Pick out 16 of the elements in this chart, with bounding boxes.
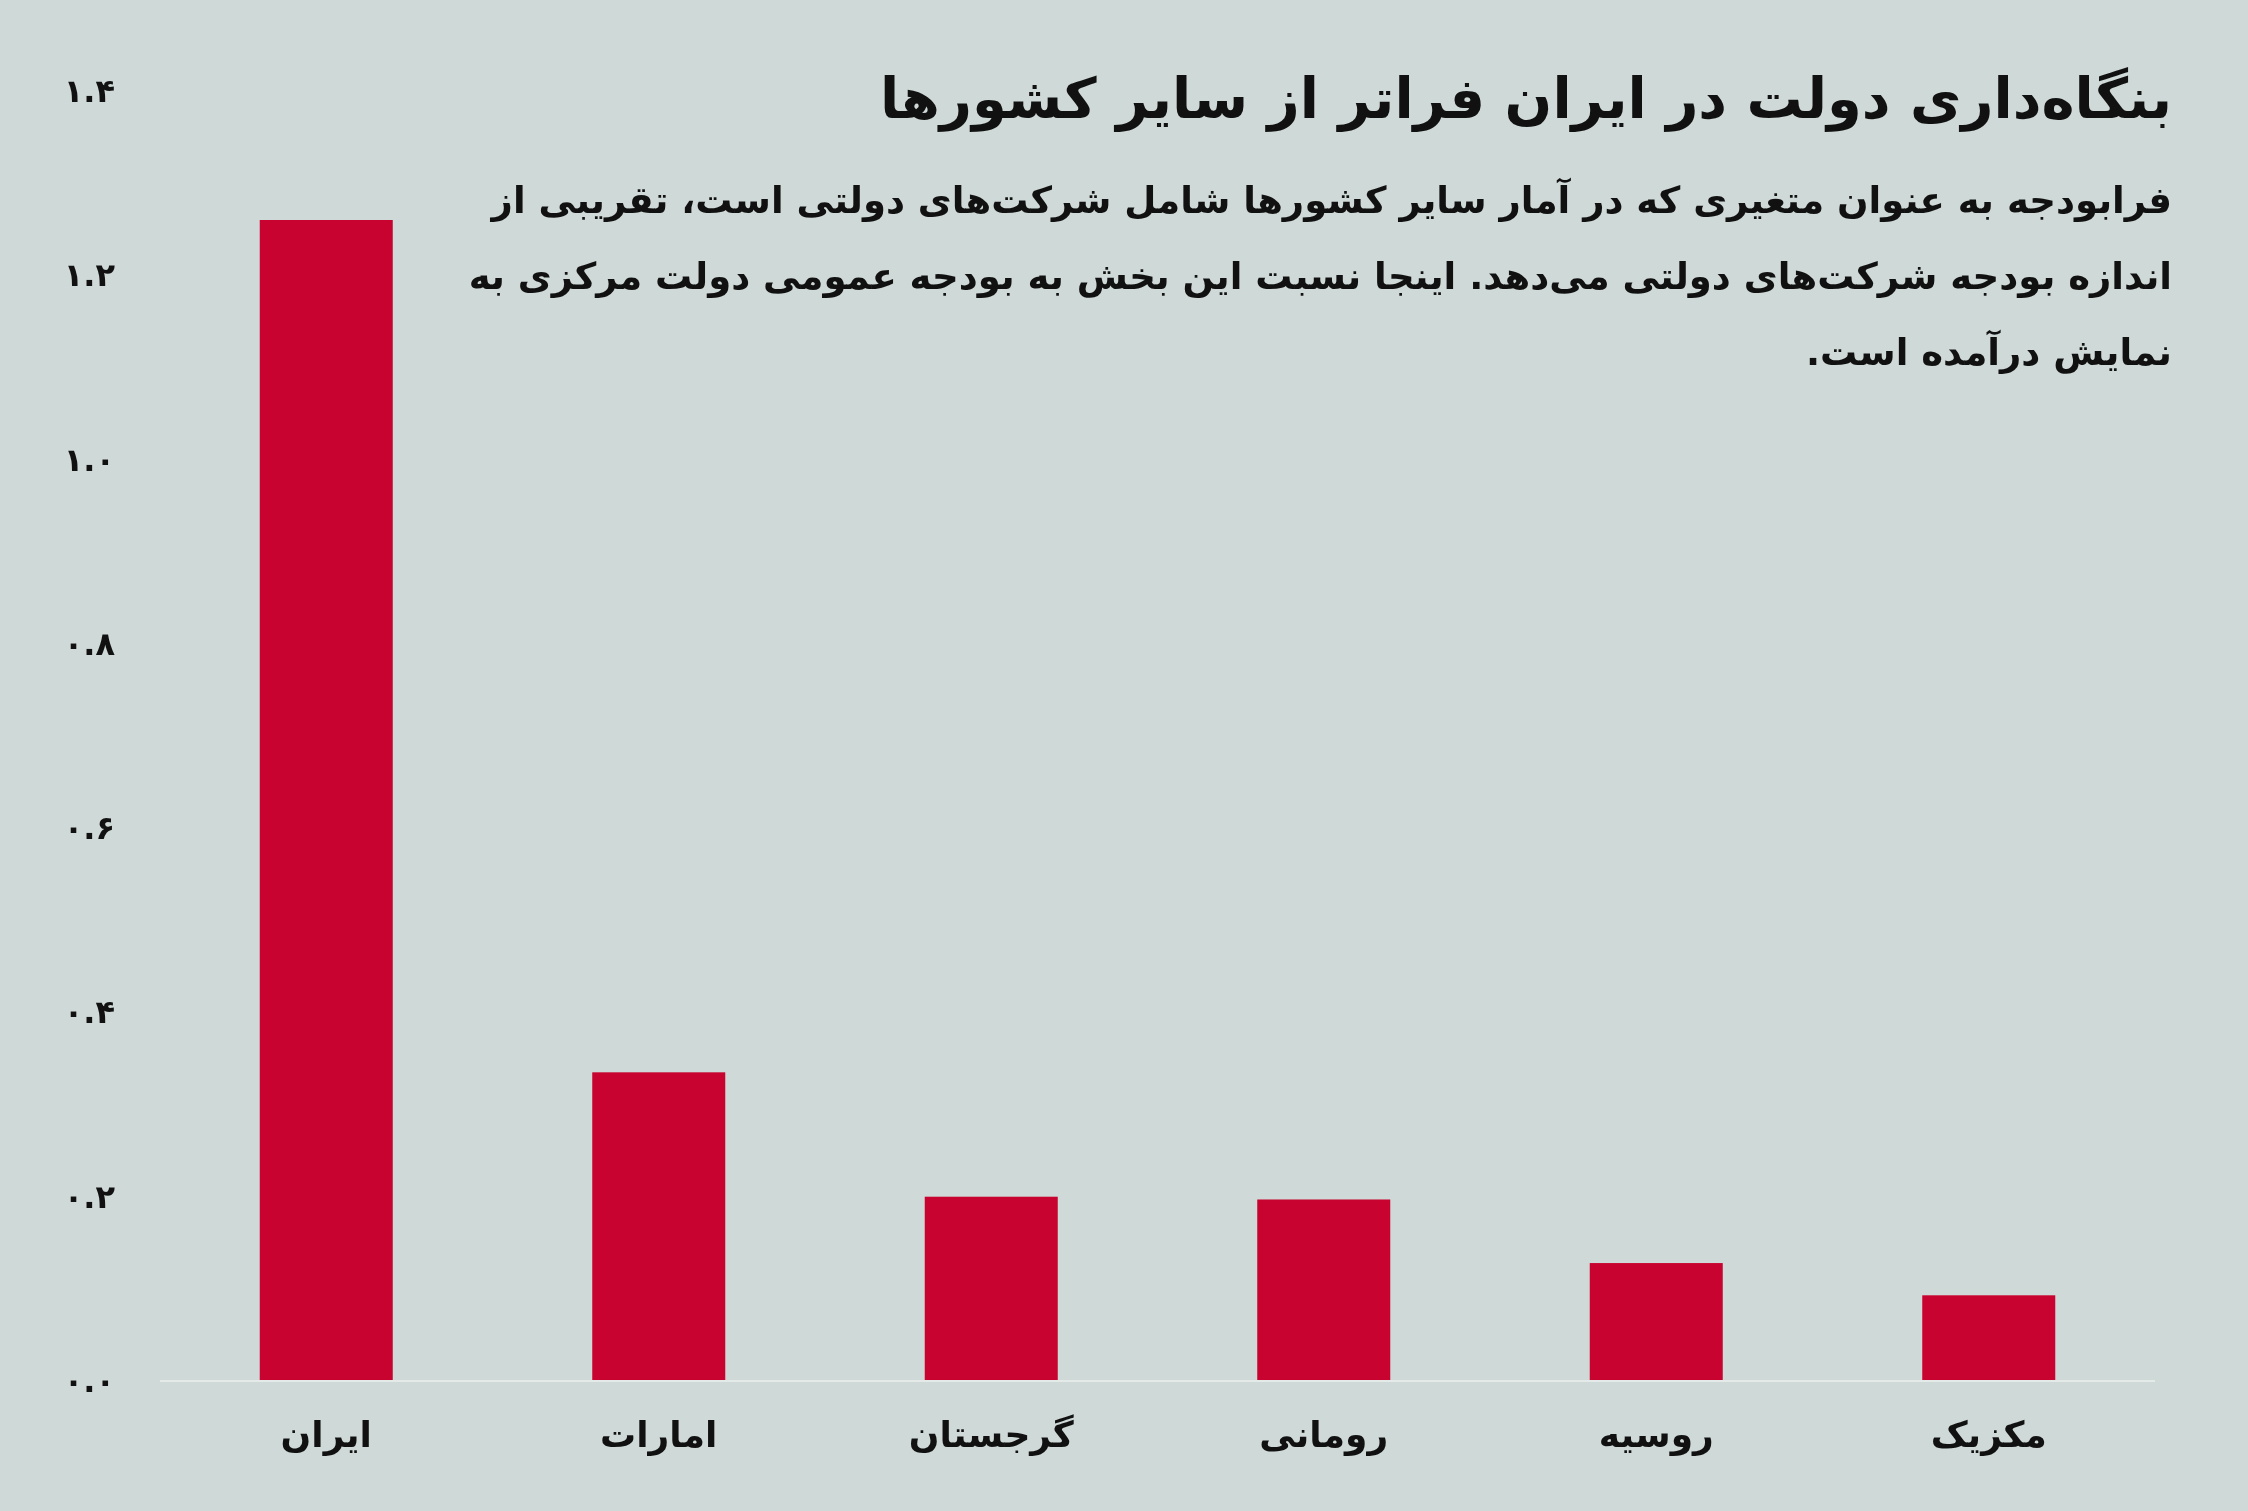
text: ۱.۰ [63, 440, 115, 479]
text: ۱.۲ [63, 256, 115, 295]
text: ۰.۴ [63, 993, 115, 1032]
text: ۱.۴ [63, 72, 115, 110]
category-label: امارات [600, 1413, 718, 1455]
category-label: ایران [280, 1413, 372, 1455]
category-label: رومانی [1259, 1413, 1389, 1455]
category-label: مکزیک [1930, 1413, 2047, 1455]
category-label: گرجستان [908, 1413, 1074, 1455]
category-label: روسیه [1598, 1413, 1714, 1455]
text: ۰.۲ [63, 1177, 115, 1216]
text: فرابودجه به عنوان متغیری که در آمار سایر کشورها شامل شرکت‌های دولتی است، تقریبی از اندازه بودجه شرکت‌های دولتی می‌دهد. اینجا نسبت این بخش به بودجه عمومی دولت مرکزی به نمایش درآمده است. [467, 176, 2172, 376]
text: ۰.۶ [63, 809, 115, 848]
chart-title: بنگاه‌داری دولت در ایران فراتر از سایر کشورها [879, 66, 2172, 131]
text: ۰.۰ [63, 1362, 115, 1400]
text: ۰.۸ [63, 624, 115, 663]
